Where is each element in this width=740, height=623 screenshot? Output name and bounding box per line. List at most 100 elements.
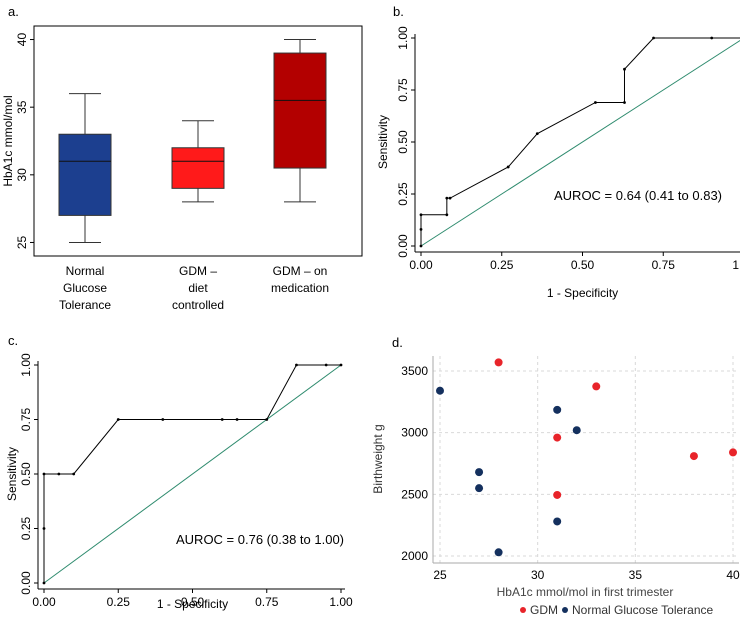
scatter-point-gdm <box>553 490 562 499</box>
roc-point <box>57 472 61 476</box>
roc-point <box>594 101 597 104</box>
scatter-point-normal <box>553 517 562 526</box>
roc-point <box>652 36 655 40</box>
y-axis-title: HbA1c mmol/mol <box>1 95 15 186</box>
y-tick-label: 3500 <box>401 364 428 378</box>
box-2 <box>171 147 225 189</box>
scatter-point-gdm <box>729 448 737 457</box>
category-label: Tolerance <box>59 298 111 312</box>
reference-diagonal <box>420 39 740 247</box>
roc-point <box>710 36 714 40</box>
y-tick-label: 30 <box>15 168 29 182</box>
y-tick-label: 0.00 <box>19 571 33 595</box>
x-tick-label: 0.50 <box>571 258 595 272</box>
legend-label: Normal Glucose Tolerance <box>572 603 714 617</box>
scatter-point-gdm <box>689 452 698 461</box>
y-tick-label: 1.00 <box>19 353 33 377</box>
x-tick-label: 40 <box>726 568 740 582</box>
roc-point <box>42 581 46 585</box>
scatter-point-gdm <box>553 433 562 442</box>
x-tick-label: 0.25 <box>107 595 131 609</box>
x-axis-title: HbA1c mmol/mol in first trimester <box>497 585 674 599</box>
roc-point <box>623 67 626 71</box>
y-tick-label: 2000 <box>401 549 428 563</box>
x-tick-label: 0.50 <box>181 595 205 609</box>
category-label: GDM – on <box>273 264 328 278</box>
roc-point <box>419 227 423 231</box>
y-tick-label: 0.50 <box>19 462 33 486</box>
x-tick-label: 0.00 <box>32 595 56 609</box>
scatter-point-normal <box>475 468 484 477</box>
roc-point <box>324 363 328 367</box>
y-tick-label: 0.00 <box>396 234 410 258</box>
roc-point <box>339 363 343 367</box>
panel-a-boxplot: a. 25 30 35 40 HbA1c mmol/mol Normal Glucose Tol… <box>1 4 363 312</box>
x-tick-label: 35 <box>629 568 643 582</box>
legend: GDM Normal Glucose Tolerance <box>520 603 714 617</box>
category-label: medication <box>271 281 329 295</box>
roc-point <box>42 527 46 530</box>
x-tick-label: 0.00 <box>409 258 433 272</box>
x-tick-label: 30 <box>531 568 545 582</box>
roc-point <box>220 418 224 421</box>
category-label: Glucose <box>63 281 107 295</box>
roc-point <box>295 363 298 367</box>
roc-point <box>419 244 423 248</box>
panel-c-roc-curve: c. 0.000.00 0.25 0.25 0.50 0.50 0.75 0.75 1.00 1.… <box>5 333 353 611</box>
panel-d-label: d. <box>392 335 403 350</box>
roc-point <box>445 196 449 200</box>
x-tick-label: 25 <box>433 568 447 582</box>
plot-frame <box>33 25 363 257</box>
panel-a-label: a. <box>8 4 19 19</box>
scatter-point-normal <box>494 548 503 557</box>
legend-marker <box>520 607 526 613</box>
y-tick-label: 2500 <box>401 487 428 501</box>
box-3 <box>273 52 327 169</box>
auroc-annotation: AUROC = 0.64 (0.41 to 0.83) <box>554 188 722 203</box>
y-tick-label: 0.25 <box>19 516 33 540</box>
y-tick-label: 0.25 <box>396 182 410 206</box>
panel-d-scatter: d. 25 30 35 40 2000 2500 3000 3500 HbA1c mmol/mol… <box>371 335 740 617</box>
legend-marker <box>562 607 568 613</box>
roc-point <box>419 213 423 217</box>
y-tick-label: 40 <box>15 33 29 47</box>
legend-label: GDM <box>530 603 558 617</box>
roc-point <box>535 132 539 136</box>
roc-point <box>448 196 452 200</box>
roc-point <box>445 213 449 217</box>
scatter-point-gdm <box>592 382 601 391</box>
scatter-point-normal <box>475 484 484 493</box>
x-axis-title: 1 - Specificity <box>547 286 618 300</box>
roc-point <box>161 418 165 421</box>
panel-c-label: c. <box>8 333 18 348</box>
roc-curve-line <box>420 37 740 246</box>
y-tick-label: 0.75 <box>19 407 33 431</box>
roc-point <box>116 418 120 421</box>
y-tick-label: 0.50 <box>396 130 410 154</box>
category-label: Normal <box>66 264 105 278</box>
roc-point <box>623 101 626 104</box>
y-tick-label: 1.00 <box>396 26 410 50</box>
box-1 <box>58 133 112 216</box>
scatter-point-normal <box>553 405 562 414</box>
x-tick-label: 0.25 <box>490 258 514 272</box>
panel-b-label: b. <box>393 4 404 19</box>
category-label: diet <box>188 281 208 295</box>
x-axis-title: 1 - Specificity <box>157 597 228 611</box>
category-label: GDM – <box>179 264 217 278</box>
scatter-point-normal <box>436 386 444 395</box>
scatter-point-normal <box>572 426 581 435</box>
x-tick-label: 1.00 <box>329 595 353 609</box>
y-axis-title: Sensitivity <box>376 115 390 169</box>
y-axis-title: Sensitivity <box>5 447 19 501</box>
panel-b-roc-curve: b. 0.000.00 0.25 0.25 0.50 0.50 0.75 0.75 1.00 1.… <box>376 4 740 300</box>
roc-point <box>265 418 269 421</box>
roc-point <box>506 165 510 169</box>
y-tick-label: 3000 <box>401 426 428 440</box>
roc-point <box>72 472 76 476</box>
category-label: controlled <box>172 298 224 312</box>
scatter-point-gdm <box>494 358 503 367</box>
auroc-annotation: AUROC = 0.76 (0.38 to 1.00) <box>176 532 344 547</box>
y-tick-label: 35 <box>15 100 29 114</box>
